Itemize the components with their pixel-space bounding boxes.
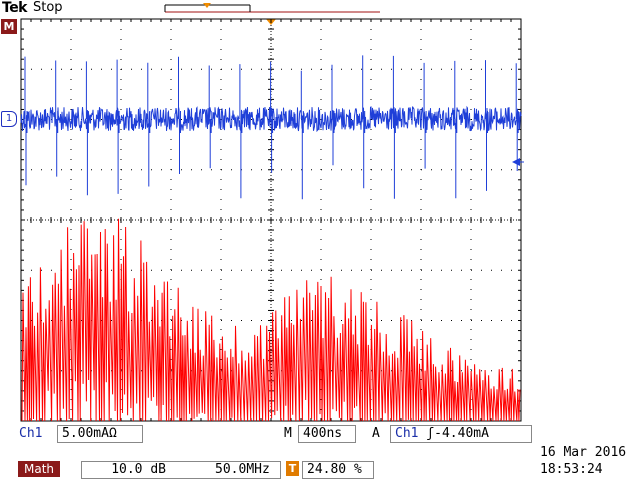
ch1-position-marker[interactable]: 1 xyxy=(1,111,17,127)
trigger-mode: A xyxy=(372,426,380,441)
ch1-label: Ch1 xyxy=(19,426,43,441)
math-fft-waveform xyxy=(21,218,521,422)
math-scale: 10.0 dB xyxy=(111,462,166,477)
trigger-readout[interactable]: Ch1 ʃ-4.40mA xyxy=(390,425,532,443)
math-position-marker[interactable]: M xyxy=(1,19,17,34)
ch1-scale[interactable]: 5.00mAΩ xyxy=(57,425,143,443)
math-settings[interactable]: 10.0 dB 50.0MHz xyxy=(81,461,281,479)
trigger-source: Ch1 xyxy=(395,426,419,441)
date-display: 16 Mar 2016 xyxy=(540,445,627,460)
brand-logo: Tek xyxy=(2,0,28,16)
time-display: 18:53:24 xyxy=(540,462,603,477)
ch1-scale-value: 5.00mAΩ xyxy=(62,426,117,441)
math-frequency: 50.0MHz xyxy=(215,462,270,477)
trigger-slope-icon: ʃ xyxy=(426,426,435,441)
trigger-level: -4.40mA xyxy=(434,426,489,441)
timebase-scale[interactable]: 400ns xyxy=(298,425,356,443)
timebase-prefix: M xyxy=(284,426,292,441)
timebase-value: 400ns xyxy=(303,426,343,441)
math-position-value: 24.80 % xyxy=(307,462,362,477)
graticule xyxy=(20,18,522,422)
status-header: Tek Stop xyxy=(0,0,640,18)
trigger-t-icon: T xyxy=(286,461,299,476)
ch1-waveform xyxy=(20,55,522,200)
record-view-bar xyxy=(164,3,380,13)
acquisition-state: Stop xyxy=(33,0,63,15)
math-position[interactable]: 24.80 % xyxy=(302,461,374,479)
trigger-level-icon xyxy=(512,158,520,166)
math-label[interactable]: Math xyxy=(18,461,60,477)
